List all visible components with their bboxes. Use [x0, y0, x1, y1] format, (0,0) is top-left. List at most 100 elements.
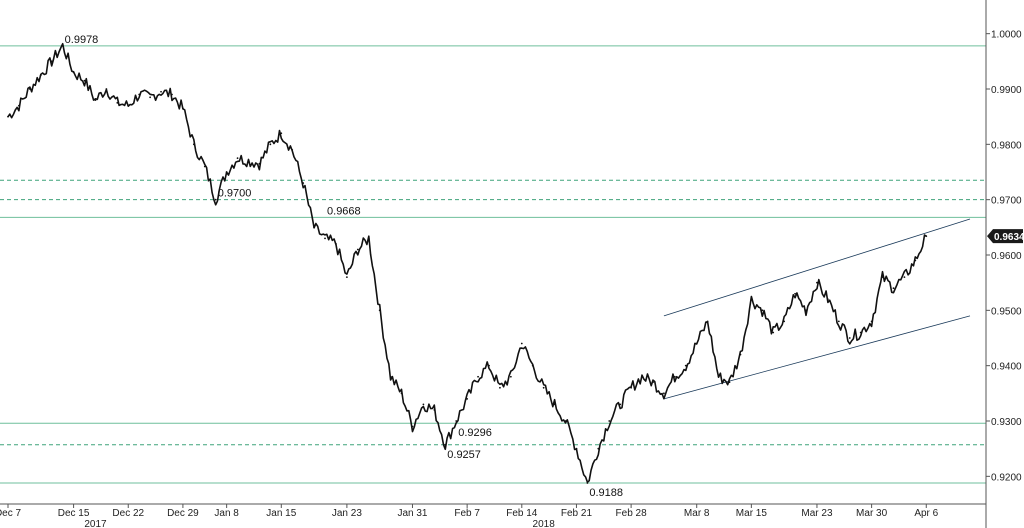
x-tick-label-6: Jan 23: [332, 508, 362, 519]
data-point-84: [925, 235, 928, 238]
data-point-28: [313, 226, 315, 229]
data-point-75: [826, 298, 829, 301]
x-tick-label-13: Mar 15: [736, 508, 768, 519]
data-point-32: [356, 248, 359, 251]
data-point-7: [83, 79, 86, 82]
x-tick-label-1: Dec 15: [58, 508, 90, 519]
data-point-42: [466, 397, 469, 400]
data-point-5: [61, 44, 64, 47]
data-point-27: [302, 182, 305, 184]
data-point-9: [105, 88, 108, 90]
data-point-40: [444, 443, 447, 446]
data-point-65: [717, 375, 720, 378]
data-point-70: [772, 331, 775, 334]
data-point-15: [171, 93, 173, 96]
data-point-41: [455, 420, 458, 422]
y-tick-label-4: 0.9600: [991, 251, 1022, 262]
data-point-11: [127, 104, 130, 107]
data-point-25: [280, 132, 283, 135]
data-point-83: [914, 259, 917, 262]
x-tick-label-9: Feb 14: [506, 508, 538, 519]
data-point-52: [575, 447, 578, 450]
data-point-49: [542, 386, 545, 389]
level-label-5: 0.9257: [447, 449, 481, 461]
data-point-36: [400, 392, 403, 395]
data-point-20: [225, 171, 228, 173]
data-point-80: [881, 276, 884, 279]
x-tick-label-0: Dec 7: [0, 508, 21, 519]
data-point-59: [652, 381, 654, 384]
data-point-8: [94, 99, 97, 101]
data-point-63: [695, 342, 698, 345]
channel-line-0: [663, 218, 971, 317]
data-point-14: [160, 90, 162, 93]
data-point-38: [422, 403, 425, 406]
data-point-71: [783, 320, 786, 323]
data-point-76: [837, 320, 840, 323]
data-point-21: [236, 157, 239, 160]
data-point-0: [7, 115, 9, 118]
y-tick-label-1: 0.9300: [991, 417, 1022, 428]
data-point-37: [411, 425, 414, 428]
data-point-45: [499, 386, 501, 389]
data-point-58: [641, 375, 643, 378]
data-point-1: [18, 104, 20, 107]
data-point-57: [630, 386, 633, 389]
data-point-79: [870, 320, 873, 323]
data-point-18: [203, 165, 206, 168]
price-series: [7, 42, 928, 484]
data-point-61: [673, 375, 676, 378]
series-line-0: [7, 42, 927, 483]
data-point-10: [116, 101, 119, 104]
data-point-64: [706, 320, 709, 323]
data-point-35: [389, 375, 392, 378]
data-point-13: [149, 96, 152, 99]
data-point-24: [269, 143, 272, 146]
data-point-34: [378, 309, 381, 312]
x-year-label-0: 2017: [84, 519, 107, 528]
last-price-tag: [987, 229, 1023, 244]
data-point-46: [509, 375, 512, 378]
data-point-30: [335, 243, 337, 245]
data-point-69: [761, 309, 764, 312]
channel-line-1: [663, 315, 971, 400]
data-point-2: [28, 88, 31, 90]
data-point-44: [488, 364, 490, 367]
x-tick-label-7: Jan 31: [397, 508, 427, 519]
y-axis: 0.9200 0.9300 0.9400 0.9500 0.9600 0.9700 0.98…: [985, 0, 1022, 528]
data-point-72: [794, 292, 796, 295]
data-point-19: [214, 198, 217, 201]
data-point-55: [608, 420, 611, 422]
y-tick-label-3: 0.9500: [991, 306, 1022, 317]
data-point-81: [892, 287, 895, 290]
data-point-43: [477, 375, 479, 378]
y-tick-label-7: 0.9900: [991, 85, 1022, 96]
data-point-47: [520, 342, 523, 345]
data-point-62: [684, 364, 687, 367]
x-tick-label-3: Dec 29: [167, 508, 199, 519]
x-tick-label-2: Dec 22: [112, 508, 144, 519]
data-point-33: [367, 237, 370, 240]
data-point-60: [663, 392, 665, 395]
level-labels: 0.9978 0.9700 0.9668 0.9296 0.9257 0.9188: [65, 34, 623, 499]
data-point-54: [597, 447, 600, 450]
data-point-50: [553, 403, 556, 406]
y-tick-label-5: 0.9700: [991, 196, 1022, 207]
trend-channel: [663, 218, 971, 400]
data-point-17: [192, 143, 195, 146]
x-tick-label-5: Jan 15: [266, 508, 296, 519]
data-point-48: [531, 364, 534, 367]
x-tick-label-8: Feb 7: [454, 508, 480, 519]
data-point-39: [433, 409, 436, 411]
y-tick-label-8: 1.0000: [991, 30, 1022, 41]
y-tick-label-0: 0.9200: [991, 472, 1022, 483]
level-label-6: 0.9188: [589, 487, 623, 499]
x-tick-label-14: Mar 23: [801, 508, 833, 519]
data-point-22: [247, 160, 250, 162]
horizontal-levels: [0, 45, 986, 484]
y-tick-label-6: 0.9800: [991, 140, 1022, 151]
data-point-78: [859, 331, 862, 334]
data-point-68: [750, 298, 753, 301]
data-point-4: [50, 60, 53, 63]
